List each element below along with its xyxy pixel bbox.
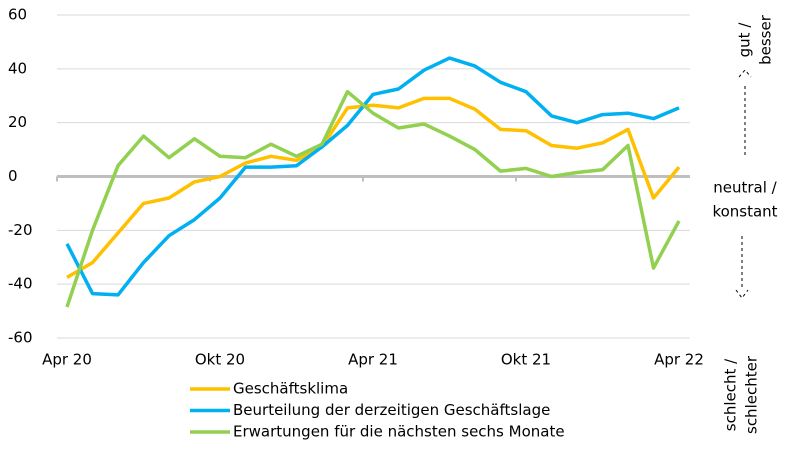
legend-label: Beurteilung der derzeitigen Geschäftslag… (233, 401, 550, 419)
y-tick-label: -20 (8, 221, 33, 239)
x-tick-label: Okt 20 (195, 351, 245, 369)
annotation: schlechter (743, 355, 761, 434)
legend-label: Erwartungen für die nächsten sechs Monat… (233, 423, 565, 441)
y-tick-label: -40 (8, 275, 33, 293)
arrow-down (735, 236, 749, 299)
x-tick-label: Apr 22 (654, 351, 704, 369)
series-line (66, 96, 681, 279)
annotation: besser (757, 14, 775, 65)
y-tick-label: -60 (8, 329, 33, 347)
series-line (65, 56, 680, 297)
legend-label: Geschäftsklima (233, 380, 348, 398)
annotation: neutral / (713, 179, 777, 197)
annotation: gut / (736, 22, 754, 58)
y-tick-label: 60 (8, 6, 27, 24)
x-tick-label: Apr 21 (348, 351, 398, 369)
series-line (65, 89, 681, 308)
y-tick-label: 0 (8, 167, 18, 185)
arrow-up (738, 69, 752, 155)
y-tick-label: 20 (8, 113, 27, 131)
x-tick-label: Okt 21 (501, 351, 551, 369)
y-tick-label: 40 (8, 59, 27, 77)
annotation: schlecht / (722, 358, 740, 431)
annotation: konstant (712, 203, 777, 221)
x-tick-label: Apr 20 (42, 351, 92, 369)
